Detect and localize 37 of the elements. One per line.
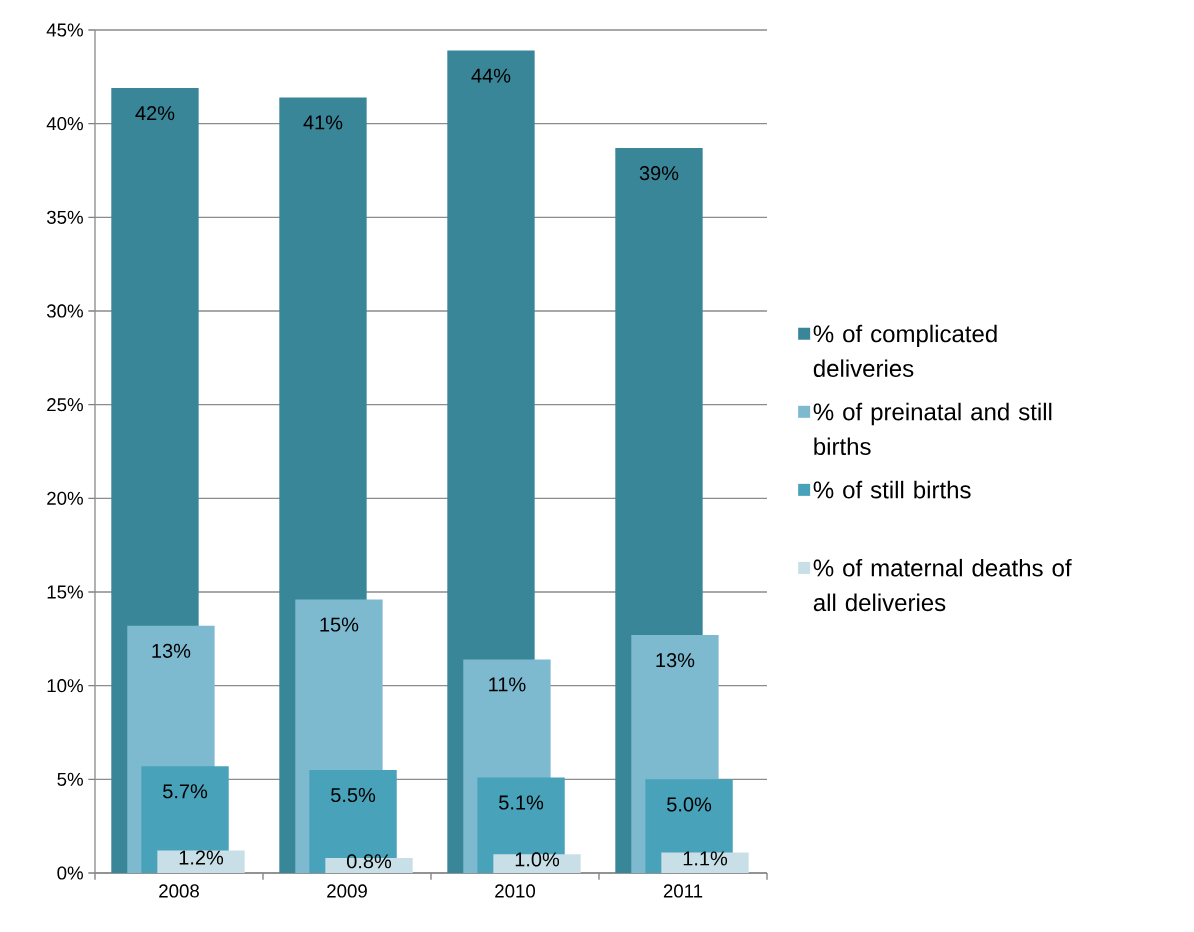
data-label: 5.1% — [499, 795, 544, 810]
data-label: 1.1% — [683, 851, 728, 866]
bar — [661, 852, 749, 873]
data-label: 5.7% — [163, 784, 208, 799]
legend-label: % of preinatal and still births — [813, 402, 1052, 456]
bar — [157, 850, 245, 873]
data-label: 13% — [152, 643, 191, 658]
y-tick-label: 5% — [57, 772, 83, 786]
data-label: 1.2% — [179, 850, 224, 865]
x-tick-label: 2009 — [327, 884, 367, 898]
data-label: 5.0% — [667, 797, 712, 812]
data-label: 15% — [320, 617, 359, 632]
data-label: 39% — [639, 166, 679, 181]
data-label: 41% — [303, 115, 343, 130]
y-tick-label: 40% — [46, 117, 83, 131]
legend-label: % of complicated deliveries — [813, 324, 997, 377]
y-tick-label: 15% — [47, 585, 83, 599]
y-tick-label: 30% — [46, 304, 83, 318]
data-label: 5.5% — [331, 788, 376, 803]
bar — [493, 854, 581, 873]
legend-label: % of maternal deaths of all deliveries — [813, 558, 1072, 612]
data-label: 0.8% — [346, 854, 392, 869]
y-tick-label: 20% — [47, 491, 83, 505]
x-tick-label: 2010 — [495, 884, 536, 898]
data-label: 13% — [656, 653, 695, 668]
x-tick-label: 2008 — [159, 884, 199, 898]
data-label: 1.0% — [515, 852, 560, 867]
y-tick-label: 25% — [47, 398, 83, 412]
y-tick-label: 45% — [46, 23, 83, 37]
y-tick-label: 10% — [47, 679, 83, 693]
y-tick-label: 35% — [46, 210, 83, 224]
data-label: 44% — [471, 68, 511, 83]
x-tick-label: 2011 — [663, 884, 703, 898]
data-label: 11% — [489, 677, 526, 692]
y-tick-label: 0% — [57, 866, 83, 880]
data-label: 42% — [135, 106, 175, 121]
legend-label: % of still births — [813, 480, 971, 499]
